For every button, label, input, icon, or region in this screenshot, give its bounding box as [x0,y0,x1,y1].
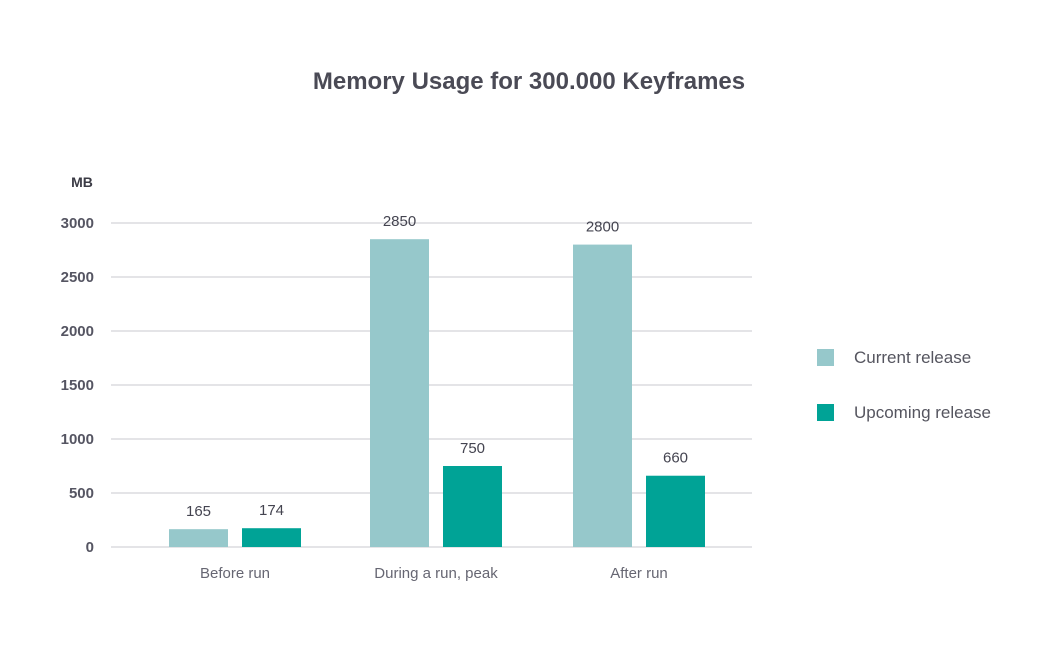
x-axis-ticks: Before run During a run, peak After run [200,565,668,582]
legend-swatch [817,349,834,366]
y-axis-label: MB [71,174,93,190]
x-tick-label: After run [610,565,668,582]
y-tick-label: 2500 [61,269,94,286]
data-labels: 165 174 2850 750 2800 660 [186,213,688,520]
bar-current-1 [169,529,228,547]
bars [169,239,705,547]
legend: Current release Upcoming release [817,348,991,422]
legend-label: Upcoming release [854,403,991,422]
legend-swatch [817,404,834,421]
bar-current-2 [370,239,429,547]
y-tick-label: 500 [69,485,94,502]
bar-upcoming-3 [646,475,705,547]
y-tick-label: 3000 [61,215,94,232]
y-tick-label: 1000 [61,431,94,448]
x-tick-label: During a run, peak [374,565,498,582]
bar-upcoming-2 [443,466,502,547]
data-label: 660 [663,450,688,467]
data-label: 174 [259,502,284,519]
legend-label: Current release [854,348,971,367]
data-label: 750 [460,440,485,457]
y-axis-ticks: 0 500 1000 1500 2000 2500 3000 [61,215,94,556]
gridlines [111,222,752,548]
chart-title: Memory Usage for 300.000 Keyframes [313,68,745,95]
bar-upcoming-1 [242,528,301,547]
x-tick-label: Before run [200,565,270,582]
y-tick-label: 0 [86,539,94,556]
data-label: 165 [186,503,211,520]
data-label: 2800 [586,219,619,236]
y-tick-label: 1500 [61,377,94,394]
y-tick-label: 2000 [61,323,94,340]
bar-current-3 [573,244,632,547]
data-label: 2850 [383,213,416,230]
